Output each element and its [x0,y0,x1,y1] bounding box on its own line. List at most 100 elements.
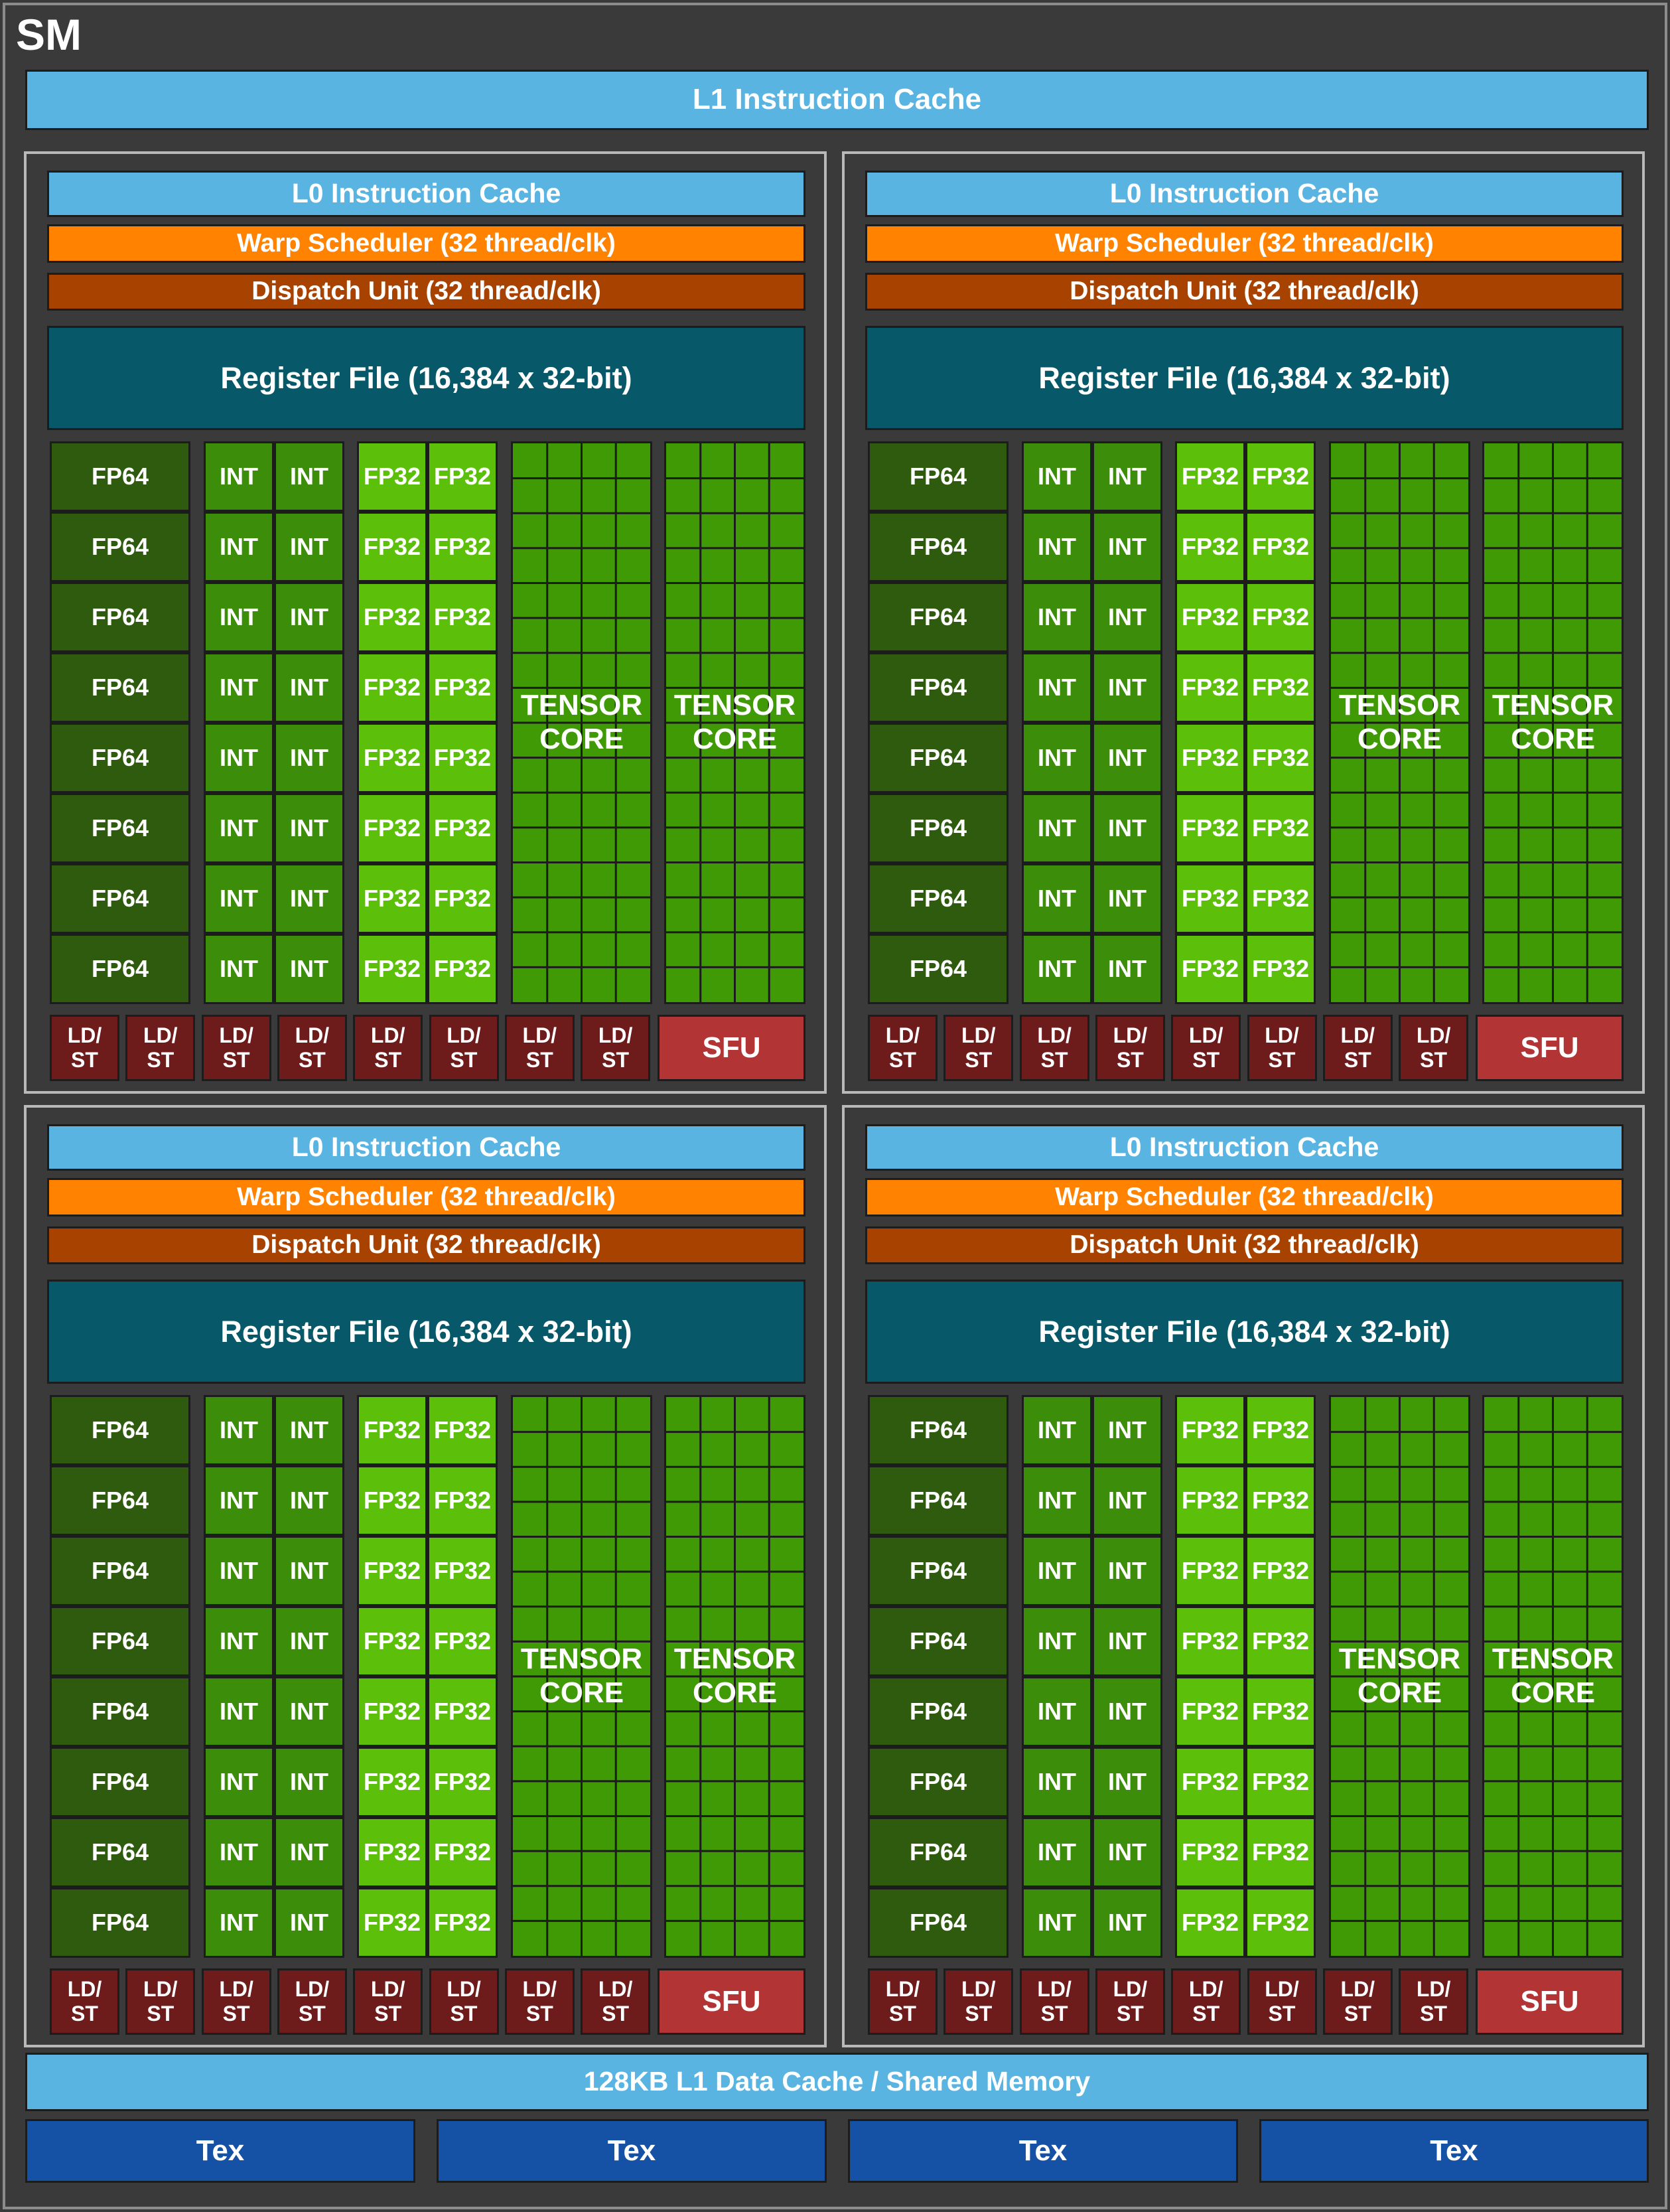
fp32-unit: FP32 [1175,512,1245,582]
fp64-unit: FP64 [868,1676,1009,1747]
warp-scheduler: Warp Scheduler (32 thread/clk) [47,224,805,263]
fp32-unit: FP32 [357,652,427,723]
ldst-label-line1: LD/ [1416,1977,1451,2002]
int-unit: INT [1022,1395,1092,1465]
tensor-core-label-line2: CORE [692,1676,778,1709]
fp32-unit: FP32 [1245,863,1316,934]
fp32-unit: FP32 [427,1747,498,1817]
ldst-label-line1: LD/ [961,1023,996,1048]
fp32-unit: FP32 [427,863,498,934]
fp64-unit: FP64 [50,793,190,863]
int-unit: INT [204,1606,274,1676]
ldst-label-line1: LD/ [598,1023,633,1048]
int-unit: INT [204,793,274,863]
ldst-label-line2: ST [1040,2002,1068,2026]
fp32-unit: FP32 [357,934,427,1004]
int-unit: INT [204,723,274,793]
ldst-label-line1: LD/ [1416,1023,1451,1048]
int-unit: INT [204,1817,274,1887]
ldst-unit: LD/ST [1399,1015,1469,1081]
ldst-label-line1: LD/ [522,1023,557,1048]
sfu-unit: SFU [1476,1015,1624,1081]
tensor-core-grid [513,443,650,1002]
fp32-unit: FP32 [427,1606,498,1676]
fp64-unit: FP64 [868,1817,1009,1887]
tensor-core: TENSOR CORE [1329,441,1470,1004]
ldst-label-line2: ST [450,2002,478,2026]
fp64-unit: FP64 [50,512,190,582]
ldst-label-line2: ST [1420,2002,1448,2026]
ldst-label-line2: ST [602,2002,630,2026]
ldst-unit: LD/ST [868,1015,938,1081]
fp32-unit: FP32 [427,652,498,723]
ldst-unit: LD/ST [581,1015,651,1081]
int-unit: INT [274,1676,344,1747]
fp64-unit: FP64 [868,1747,1009,1817]
int-unit: INT [1092,723,1162,793]
ldst-label-line1: LD/ [1113,1977,1148,2002]
tensor-core-label: TENSOR CORE [1331,1397,1468,1956]
int-unit: INT [1092,1465,1162,1536]
tensor-core-label-line1: TENSOR [673,689,796,722]
ldst-label-line1: LD/ [1265,1977,1299,2002]
fp32-unit: FP32 [1175,1465,1245,1536]
fp64-unit: FP64 [50,441,190,512]
fp64-unit: FP64 [868,512,1009,582]
fp32-unit: FP32 [1175,1747,1245,1817]
int-unit: INT [274,934,344,1004]
int-unit: INT [204,1676,274,1747]
ldst-label-line2: ST [147,2002,174,2026]
ldst-label-line2: ST [1344,1048,1371,1072]
tensor-core-label-line1: TENSOR [1338,689,1461,722]
ldst-label-line1: LD/ [1340,1023,1375,1048]
tensor-core: TENSOR CORE [511,441,652,1004]
ldst-label-line1: LD/ [67,1977,102,2002]
int-unit: INT [1022,1817,1092,1887]
fp32-unit: FP32 [357,1465,427,1536]
ldst-label-line1: LD/ [1037,1023,1072,1048]
fp64-unit: FP64 [868,1465,1009,1536]
tensor-core-label-line2: CORE [539,1676,624,1709]
register-file: Register File (16,384 x 32-bit) [47,1280,805,1384]
ldst-unit: LD/ST [943,1015,1014,1081]
ldst-label-line1: LD/ [295,1977,330,2002]
ldst-label-line2: ST [298,2002,326,2026]
int-unit: INT [274,1465,344,1536]
ldst-label-line1: LD/ [447,1023,481,1048]
tex-unit-1: Tex [25,2119,415,2183]
l1-instruction-cache: L1 Instruction Cache [25,70,1649,130]
int-unit: INT [1022,934,1092,1004]
ldst-label-line2: ST [965,2002,993,2026]
fp32-unit: FP32 [1175,1606,1245,1676]
ldst-label-line1: LD/ [447,1977,481,2002]
int-unit: INT [1092,793,1162,863]
l0-instruction-cache: L0 Instruction Cache [865,1124,1624,1171]
fp32-unit: FP32 [1175,863,1245,934]
int-unit: INT [1022,512,1092,582]
fp32-unit: FP32 [357,1536,427,1606]
tex-unit-2: Tex [437,2119,827,2183]
int-unit: INT [204,512,274,582]
tensor-core: TENSOR CORE [1482,441,1624,1004]
fp32-unit: FP32 [1175,441,1245,512]
fp32-unit: FP32 [1245,793,1316,863]
fp32-unit: FP32 [427,1395,498,1465]
fp32-unit: FP32 [1245,582,1316,652]
fp64-unit: FP64 [868,934,1009,1004]
tensor-core-label-line1: TENSOR [1492,689,1614,722]
int-unit: INT [1022,652,1092,723]
ldst-label-line1: LD/ [1265,1023,1299,1048]
fp32-unit: FP32 [357,1817,427,1887]
fp32-unit: FP32 [427,723,498,793]
fp64-unit: FP64 [868,723,1009,793]
ldst-label-line1: LD/ [1188,1023,1223,1048]
int-unit: INT [204,441,274,512]
int-unit: INT [204,934,274,1004]
tensor-core-grid [1484,443,1622,1002]
fp32-unit: FP32 [1245,1536,1316,1606]
ldst-label-line2: ST [71,2002,98,2026]
fp64-unit: FP64 [50,582,190,652]
fp32-unit: FP32 [427,441,498,512]
fp32-unit: FP32 [1175,1676,1245,1747]
ldst-label-line1: LD/ [1113,1023,1148,1048]
